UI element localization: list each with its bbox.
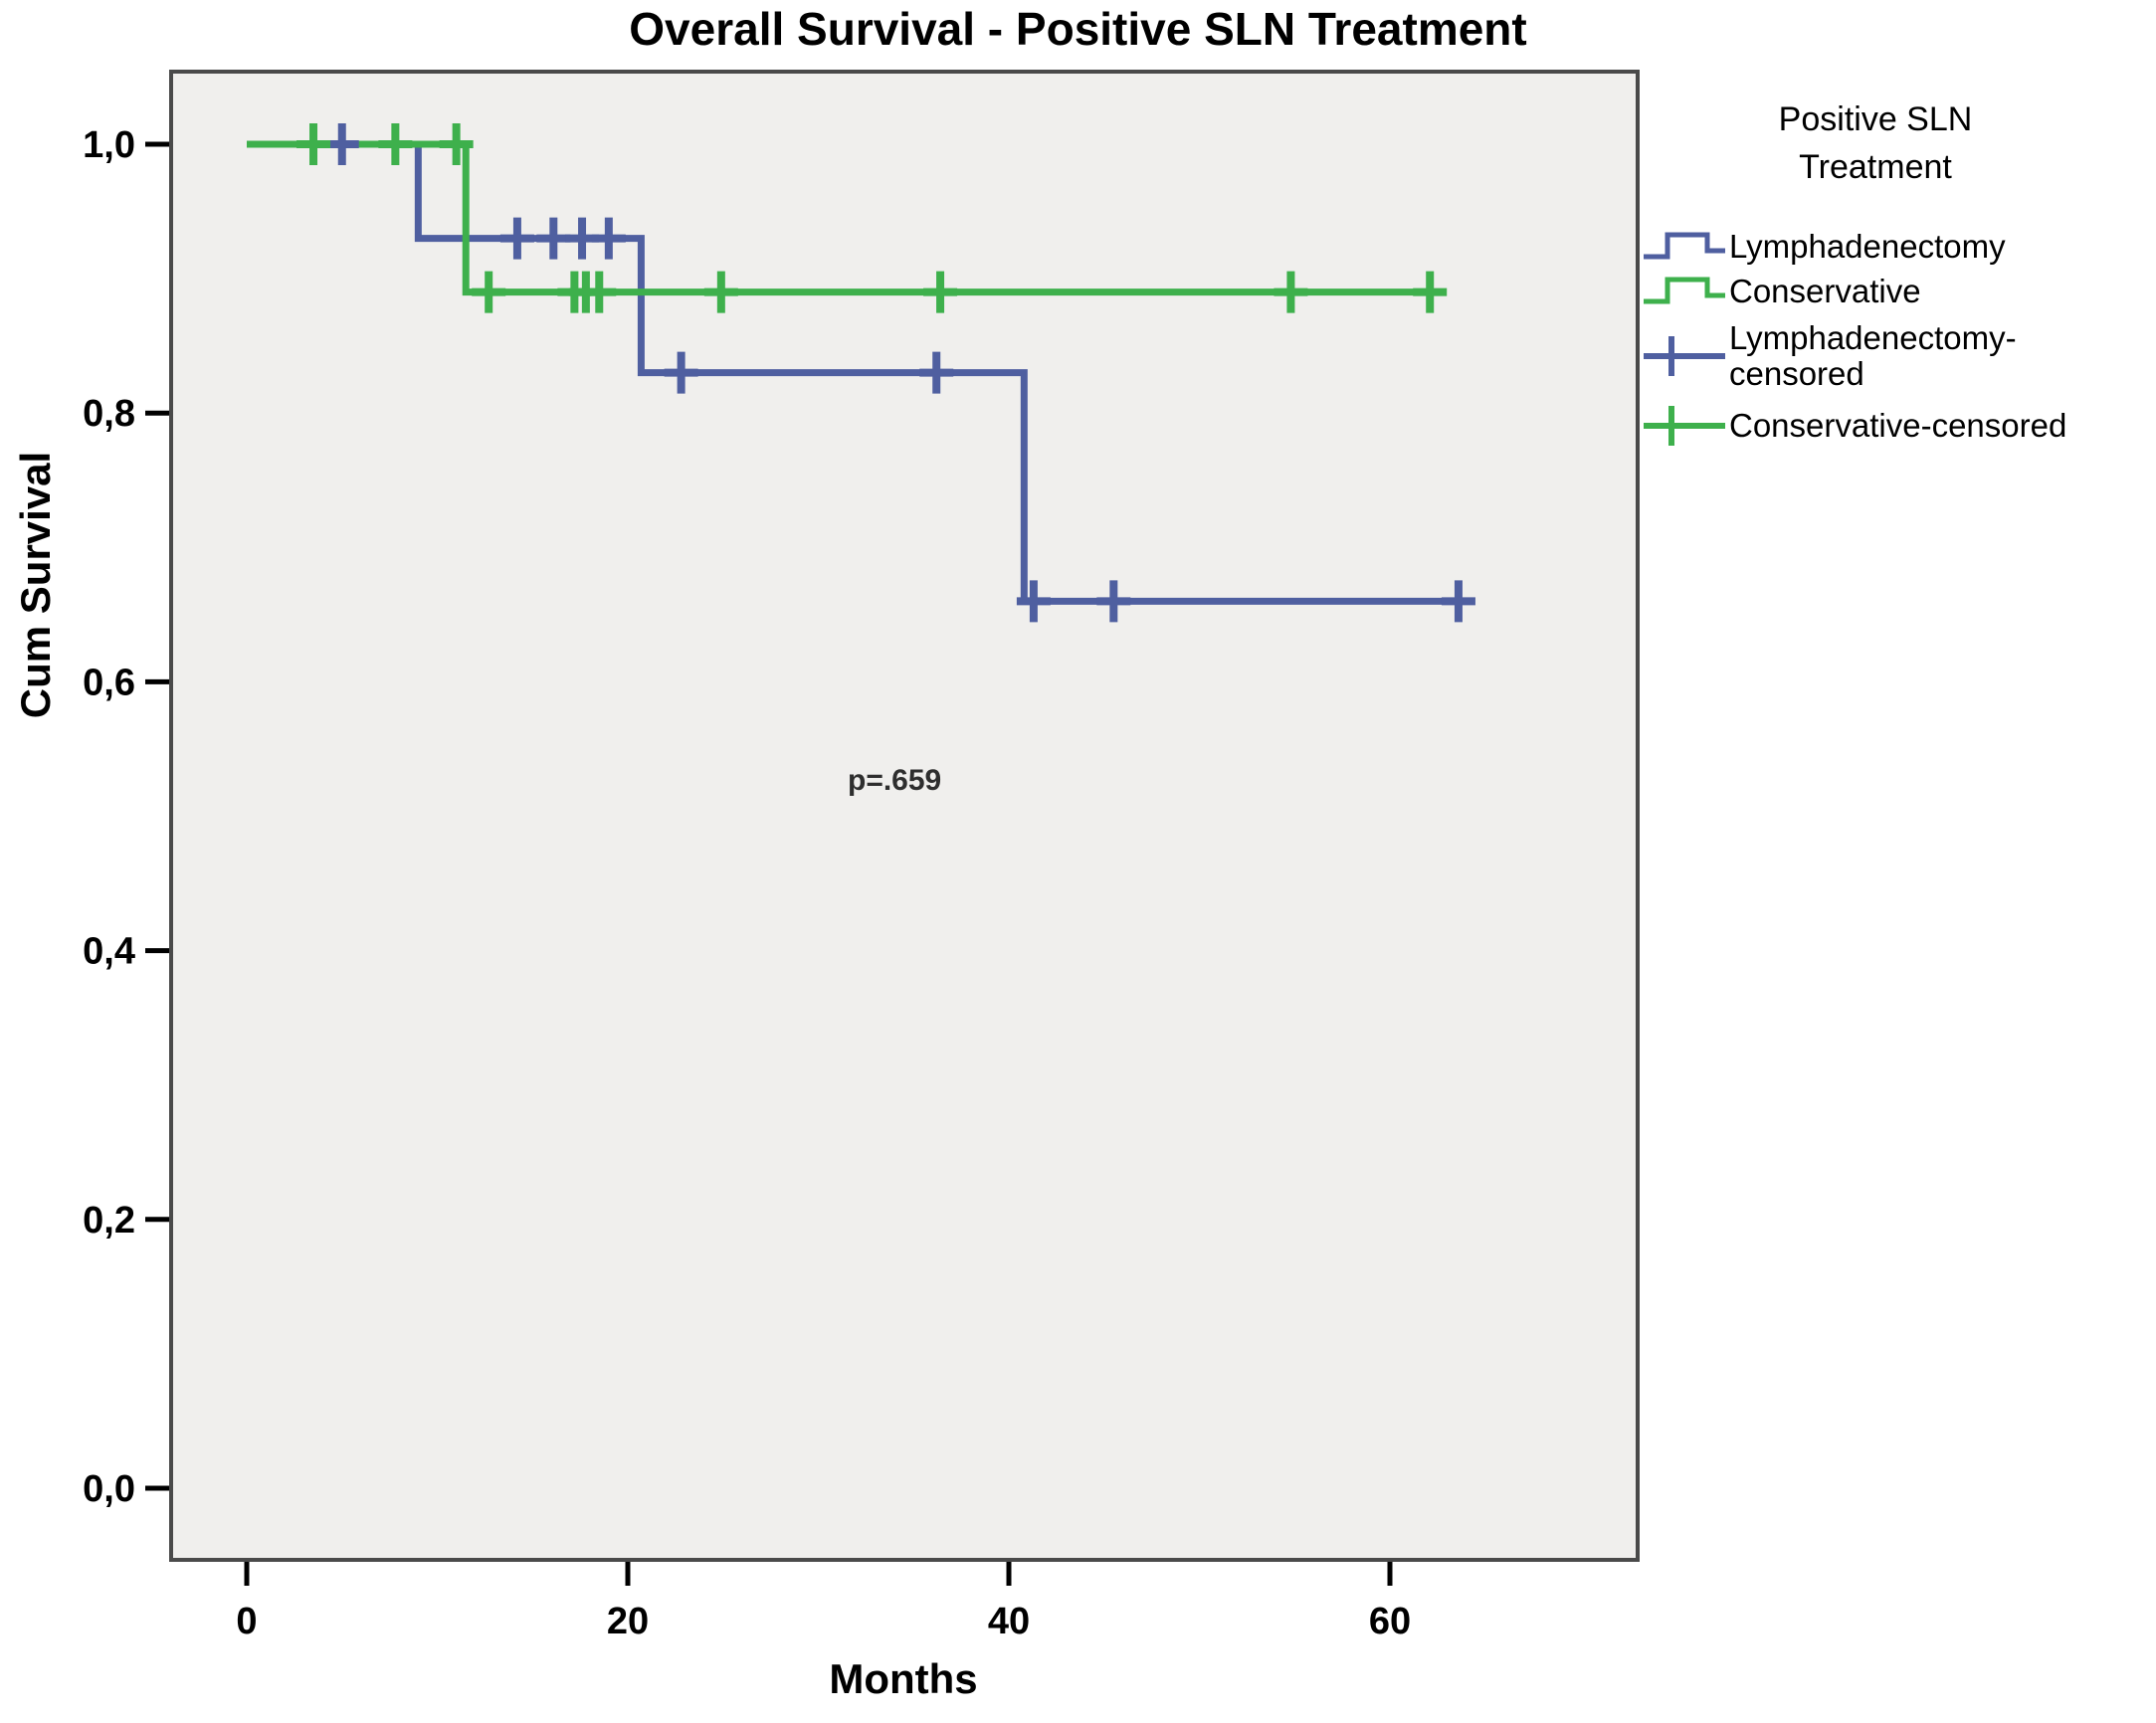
x-axis-title: Months: [829, 1655, 978, 1702]
legend-entry-lymphadenectomy: Lymphadenectomy: [1642, 225, 2006, 269]
legend-entry-label: Conservative-censored: [1729, 407, 2067, 444]
legend-title: Positive SLN Treatment: [1642, 96, 2109, 191]
legend-entry-lymphadenectomy-censored: Lymphadenectomy- censored: [1642, 318, 2017, 394]
plot-frame: [169, 70, 1640, 1562]
legend-entry-label: Lymphadenectomy- censored: [1729, 319, 2017, 392]
x-tick-label: 40: [988, 1601, 1030, 1642]
y-tick-label: 0,8: [83, 393, 135, 435]
y-tick-label: 1,0: [83, 124, 135, 166]
step-line-swatch-icon: [1644, 277, 1725, 304]
legend-entry-label: Lymphadenectomy: [1729, 228, 2006, 265]
legend-title-line2: Treatment: [1799, 148, 1952, 186]
censored-plus-swatch-icon: [1644, 336, 1725, 376]
p-value-annotation: p=.659: [848, 764, 942, 797]
y-tick-label: 0,2: [83, 1200, 135, 1242]
y-tick-label: 0,0: [83, 1468, 135, 1510]
step-line-swatch-icon: [1644, 232, 1725, 260]
legend-title-line1: Positive SLN: [1778, 100, 1973, 138]
x-tick-label: 60: [1369, 1601, 1411, 1642]
y-tick-label: 0,4: [83, 931, 135, 973]
x-tick-label: 20: [607, 1601, 649, 1642]
chart-title: Overall Survival - Positive SLN Treatmen…: [629, 3, 1527, 55]
survival-curve-lymphadenectomy: [247, 140, 1472, 605]
censored-plus-swatch-icon: [1644, 406, 1725, 446]
legend-entry-label: Conservative: [1729, 273, 1921, 309]
legend-entry-conservative-censored: Conservative-censored: [1642, 404, 2066, 448]
legend-entry-conservative: Conservative: [1642, 270, 1921, 313]
x-tick-label: 0: [236, 1601, 257, 1642]
y-tick-label: 0,6: [83, 662, 135, 703]
